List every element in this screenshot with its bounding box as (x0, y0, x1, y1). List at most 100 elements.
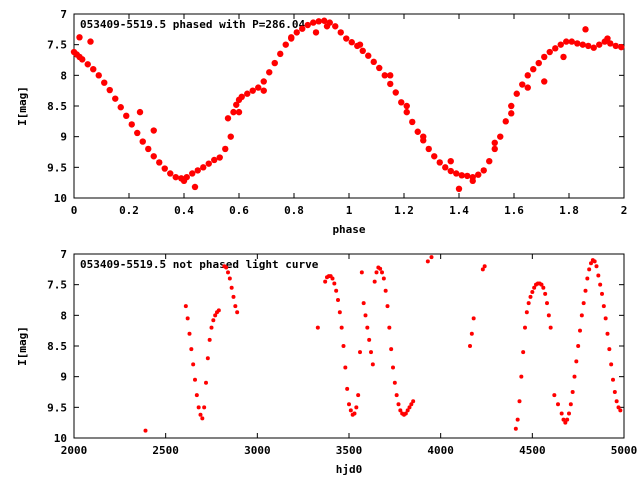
data-point (409, 118, 416, 126)
data-point (189, 347, 194, 352)
data-point (200, 164, 207, 171)
x-tick-label: 0.8 (284, 204, 304, 217)
data-point (618, 408, 623, 413)
data-point (76, 34, 83, 41)
data-point (205, 356, 210, 361)
data-point (574, 40, 581, 47)
data-point (541, 53, 548, 61)
data-point (601, 304, 606, 309)
data-point (315, 325, 320, 330)
data-point (90, 66, 97, 73)
data-point (429, 255, 434, 260)
data-point (546, 313, 551, 318)
data-point (380, 270, 384, 275)
data-point (194, 167, 201, 174)
data-point (337, 310, 342, 315)
data-point (282, 41, 289, 48)
data-point (123, 112, 130, 120)
data-point (541, 78, 548, 85)
data-point (545, 301, 549, 306)
data-point (528, 294, 533, 299)
y-tick-label: 7 (60, 8, 67, 21)
data-point (556, 402, 560, 407)
data-point (592, 259, 597, 264)
data-point (604, 35, 611, 42)
data-point (134, 129, 141, 137)
x-tick-label: 0 (71, 204, 78, 217)
data-point (585, 276, 590, 281)
data-point (389, 347, 394, 352)
y-tick-label: 8.5 (47, 100, 67, 113)
data-point (336, 298, 340, 302)
data-point (552, 393, 557, 398)
data-point (513, 426, 518, 431)
x-tick-label: 0.4 (174, 204, 194, 217)
data-point (191, 183, 199, 191)
data-point (183, 304, 188, 309)
data-point (398, 99, 405, 106)
data-point (598, 282, 603, 287)
data-point (343, 365, 348, 370)
data-point (372, 279, 377, 284)
data-point (568, 402, 573, 407)
y-tick-label: 9.5 (47, 161, 67, 174)
data-point (605, 331, 610, 336)
data-point (249, 87, 256, 94)
data-point (609, 362, 614, 367)
data-point (557, 41, 564, 48)
data-point (398, 408, 403, 413)
data-point (334, 288, 339, 293)
data-point (425, 145, 432, 153)
data-point (523, 325, 527, 330)
data-point (365, 325, 370, 330)
data-point (447, 167, 454, 175)
data-point (616, 405, 621, 410)
data-point (469, 331, 474, 336)
data-point (574, 359, 579, 364)
data-point (567, 411, 571, 416)
data-point (458, 172, 465, 179)
data-point (222, 145, 229, 153)
data-point (345, 386, 350, 391)
data-point (612, 42, 619, 50)
data-point (392, 89, 399, 96)
unphased-light-curve-chart: 2000 2500 3000 3500 4000 4500 5000 7 7.5 8 8.5 9 9.5… (16, 248, 637, 476)
data-point (403, 411, 408, 416)
data-point (213, 313, 218, 318)
y-tick-label: 8 (60, 309, 67, 322)
data-point (403, 102, 410, 110)
data-point (347, 402, 351, 407)
data-point (464, 172, 471, 180)
data-point (224, 115, 232, 122)
data-point (209, 325, 214, 330)
data-point (530, 66, 537, 73)
data-point (572, 374, 577, 379)
y-tick-label: 9 (60, 371, 67, 384)
data-point (391, 365, 395, 370)
data-point (475, 171, 482, 178)
data-point (563, 420, 568, 425)
data-point (374, 270, 379, 275)
data-point (405, 408, 410, 413)
data-point (561, 417, 566, 422)
data-point (194, 393, 199, 398)
data-point (582, 26, 589, 33)
data-point (546, 48, 553, 56)
chart-title: 053409-5519.5 phased with P=286.04 (80, 18, 306, 31)
data-point (565, 417, 570, 422)
data-point (185, 316, 190, 321)
data-point (321, 17, 328, 24)
data-point (526, 301, 531, 306)
data-point (323, 279, 328, 284)
y-tick-label: 8 (60, 69, 67, 82)
data-point (187, 331, 192, 336)
data-point (596, 41, 603, 48)
data-point (471, 316, 476, 321)
data-point (515, 417, 520, 422)
data-point (332, 281, 337, 286)
x-tick-label: 1.4 (449, 204, 469, 217)
data-point (145, 145, 152, 153)
data-point (260, 87, 267, 94)
data-point (156, 159, 163, 166)
x-axis-label: hjd0 (336, 463, 363, 476)
